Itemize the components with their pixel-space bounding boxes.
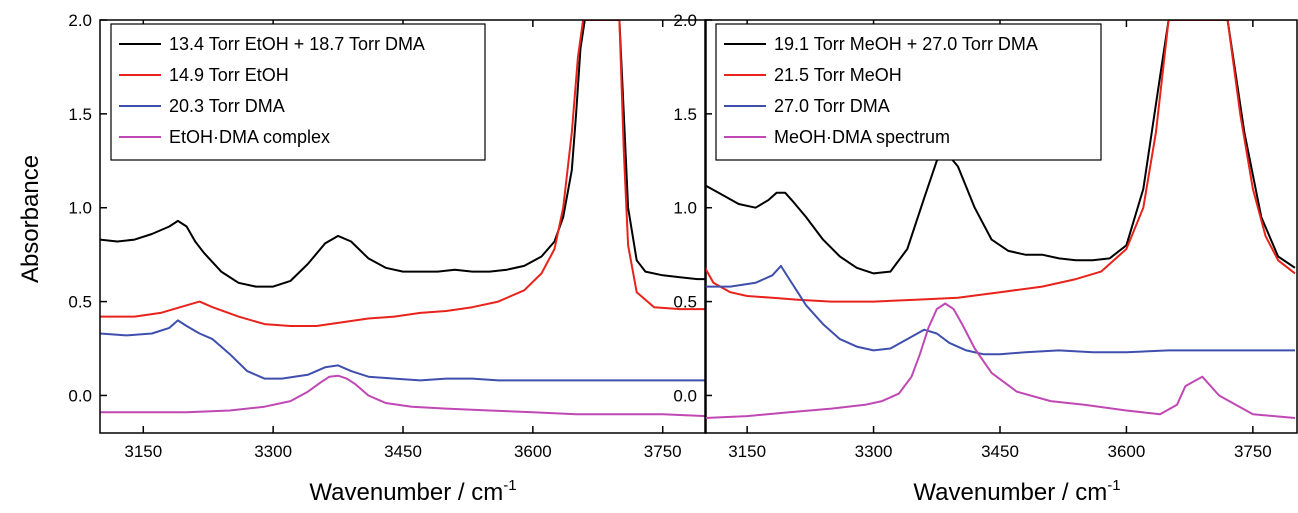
series-line-3 bbox=[100, 374, 706, 418]
x-axis-title-right: Wavenumber / cm-1 bbox=[913, 477, 1120, 506]
x-axis-title-right-sup: -1 bbox=[1107, 477, 1120, 494]
legend-label-2: 20.3 Torr DMA bbox=[169, 96, 285, 116]
x-axis-title-left-main: Wavenumber / cm bbox=[309, 479, 503, 506]
legend-box bbox=[110, 23, 486, 161]
series-group bbox=[100, 20, 706, 418]
legend-label-1: 14.9 Torr EtOH bbox=[169, 65, 289, 85]
y-tick-label: 2.0 bbox=[68, 11, 92, 30]
plot-frame bbox=[704, 19, 1298, 434]
legend-box bbox=[715, 23, 1102, 161]
x-axis-title-left: Wavenumber / cm-1 bbox=[309, 477, 516, 506]
x-tick-label: 3450 bbox=[981, 442, 1019, 461]
series-line-2 bbox=[705, 264, 1295, 356]
y-tick-label: 1.0 bbox=[673, 199, 697, 218]
legend-label-0: 13.4 Torr EtOH + 18.7 Torr DMA bbox=[169, 34, 425, 54]
y-tick-label: 1.5 bbox=[68, 105, 92, 124]
x-tick-label: 3600 bbox=[1108, 442, 1146, 461]
y-tick-label: 1.0 bbox=[68, 199, 92, 218]
x-axis-title-right-main: Wavenumber / cm bbox=[913, 479, 1107, 506]
x-tick-label: 3750 bbox=[644, 442, 682, 461]
legend-label-2: 27.0 Torr DMA bbox=[774, 96, 890, 116]
series-line-0 bbox=[100, 20, 706, 288]
legend-label-3: MeOH·DMA spectrum bbox=[774, 127, 950, 147]
series-line-1 bbox=[705, 20, 1296, 303]
x-tick-label: 3750 bbox=[1234, 442, 1272, 461]
x-axis-title-left-sup: -1 bbox=[503, 477, 516, 494]
y-axis-title: Absorbance bbox=[17, 155, 44, 283]
y-tick-label: 2.0 bbox=[673, 11, 697, 30]
x-tick-label: 3600 bbox=[514, 442, 552, 461]
x-tick-label: 3150 bbox=[728, 442, 766, 461]
y-tick-label: 1.5 bbox=[673, 105, 697, 124]
plot-left: 3150 3300 3450 3600 3750 0.0 0.5 1.0 1.5 2.0 13.4 … bbox=[68, 11, 707, 461]
x-tick-label: 3450 bbox=[384, 442, 422, 461]
series-line-1 bbox=[100, 20, 706, 327]
y-tick-label: 0.0 bbox=[68, 386, 92, 405]
y-tick-label: 0.0 bbox=[673, 386, 697, 405]
y-tick-label: 0.5 bbox=[68, 293, 92, 312]
legend-label-0: 19.1 Torr MeOH + 27.0 Torr DMA bbox=[774, 34, 1038, 54]
x-tick-label: 3150 bbox=[124, 442, 162, 461]
plot-right: 3150 3300 3450 3600 3750 0.0 0.5 1.0 1.5 2.0 19.1 … bbox=[673, 11, 1298, 461]
legend-label-1: 21.5 Torr MeOH bbox=[774, 65, 902, 85]
series-line-3 bbox=[705, 302, 1296, 419]
y-tick-label: 0.5 bbox=[673, 293, 697, 312]
x-tick-label: 3300 bbox=[254, 442, 292, 461]
x-tick-label: 3300 bbox=[855, 442, 893, 461]
legend-label-3: EtOH·DMA complex bbox=[169, 127, 330, 147]
series-group bbox=[705, 20, 1296, 419]
series-line-2 bbox=[100, 319, 706, 382]
